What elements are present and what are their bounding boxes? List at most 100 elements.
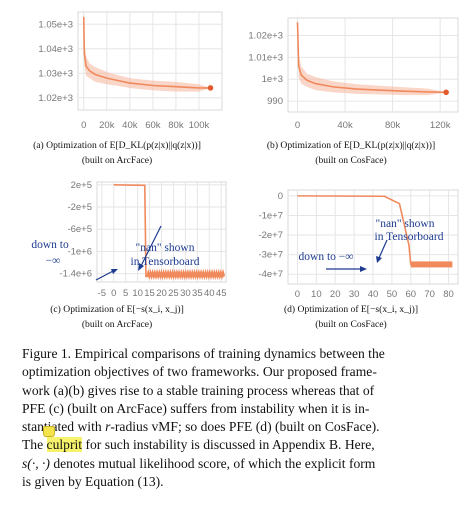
cursor-icon <box>42 426 55 438</box>
annotation-nan: "nan" shown <box>136 242 195 254</box>
y-tick-label: 1.05e+3 <box>38 19 73 30</box>
annotation-neg-inf: −∞ <box>46 255 61 267</box>
caption-math-s: s(·, ·) <box>22 455 50 471</box>
chart-c: 2e+5 -2e+5 -6e+5 -1e+6 -1.4e+6 -5 0 5 10 15 20 25 30… <box>31 180 227 299</box>
caption-line: work (a)(b) gives rise to a stable train… <box>22 382 375 398</box>
series-line <box>82 16 211 89</box>
y-tick-label: 990 <box>267 96 283 107</box>
x-tick-label: 70 <box>424 289 435 300</box>
x-tick-label: 50 <box>387 289 398 300</box>
x-tick-label: 100k <box>189 120 210 131</box>
caption-line: The culprit for such instability is disc… <box>22 426 448 454</box>
x-tick-label: 30 <box>349 289 360 300</box>
caption-a-main: (a) Optimization of E[D_KL(p(z|x)||q(z|x… <box>33 140 201 151</box>
chart-a: 1.05e+3 1.04e+3 1.03e+3 1.02e+3 0 20k 40k 60k 80… <box>38 2 223 131</box>
x-tick-label: 40k <box>337 120 353 131</box>
chart-d: 0 -1e+7 -2e+7 -3e+7 -4e+7 0 10 20 30 40 50 60 70 80 "n… <box>258 189 459 300</box>
caption-c-sub: (built on ArcFace) <box>81 319 153 330</box>
panel-d: 0 -1e+7 -2e+7 -3e+7 -4e+7 0 10 20 30 40 50 60 70 80 "n… <box>233 172 468 310</box>
annotation-down-to: down to <box>31 239 69 251</box>
divergent-segment <box>146 268 226 281</box>
y-tick-label: 2e+5 <box>71 180 92 191</box>
caption-text: The <box>22 437 47 453</box>
y-tick-label: 1e+3 <box>262 74 283 85</box>
arrow-line <box>95 269 116 281</box>
x-tick-label: 25 <box>168 288 179 299</box>
caption-c: (c) Optimization of E[−s(x_i, x_j)] (bui… <box>2 302 232 332</box>
x-tick-label: 0 <box>81 120 86 131</box>
x-tick-label: 20 <box>156 288 167 299</box>
end-point-marker <box>443 89 449 96</box>
caption-line: s(·, ·) denotes mutual likelihood score,… <box>22 455 448 473</box>
x-tick-label: 80k <box>385 120 401 131</box>
x-tick-label: 30 <box>180 288 191 299</box>
x-tick-label: 45 <box>216 288 227 299</box>
x-tick-label: 40 <box>368 289 379 300</box>
text-cursor: culprit <box>42 426 83 454</box>
panel-c: 2e+5 -2e+5 -6e+5 -1e+6 -1.4e+6 -5 0 5 10 15 20 25 30… <box>0 172 235 310</box>
arrow-head-icon <box>138 263 144 271</box>
x-tick-label: 5 <box>123 288 128 299</box>
x-tick-label: 0 <box>111 288 116 299</box>
y-tick-label: -1e+7 <box>258 210 283 221</box>
x-tick-label: 20 <box>330 289 341 300</box>
panel-b: 1.02e+3 1.01e+3 1e+3 990 0 40k 80k 120k <box>233 0 468 140</box>
caption-line: optimization objectives of two framework… <box>22 364 377 380</box>
y-tick-label: -2e+7 <box>258 230 283 241</box>
x-tick-label: 60 <box>405 289 416 300</box>
caption-text: -radius vMF; so does PFE (d) (built on C… <box>110 419 380 435</box>
plot-area <box>287 17 459 113</box>
x-tick-label: 120k <box>430 120 451 131</box>
arrow-head-icon <box>376 256 382 263</box>
caption-d: (d) Optimization of E[−s(x_i, x_j)] (bui… <box>236 302 466 332</box>
annotation-tensorboard: in Tensorboard <box>375 231 444 243</box>
y-tick-label: -3e+7 <box>258 250 283 261</box>
x-tick-label: 35 <box>192 288 203 299</box>
x-tick-label: 0 <box>295 289 300 300</box>
arrow-head-icon <box>360 266 367 272</box>
caption-text: for such instability is discussed in App… <box>82 437 375 453</box>
y-tick-label: 1.04e+3 <box>38 44 73 55</box>
series-line <box>296 22 447 94</box>
caption-d-main: (d) Optimization of E[−s(x_i, x_j)] <box>283 304 419 315</box>
caption-text: stantiated with <box>22 419 106 435</box>
x-tick-label: 10 <box>132 288 143 299</box>
caption-line: PFE (c) (built on ArcFace) suffers from … <box>22 400 370 416</box>
x-tick-label: 0 <box>295 120 300 131</box>
plot-area <box>77 11 223 111</box>
y-tick-label: -4e+7 <box>258 269 283 280</box>
x-tick-label: 20k <box>99 120 115 131</box>
divergent-segment <box>410 261 453 268</box>
chart-b: 1.02e+3 1.01e+3 1e+3 990 0 40k 80k 120k <box>248 9 459 131</box>
x-tick-label: 40k <box>122 120 138 131</box>
end-point-marker <box>207 85 214 91</box>
arrow-line <box>139 225 162 269</box>
x-tick-label: -5 <box>98 288 106 299</box>
caption-a-sub: (built on ArcFace) <box>81 155 153 166</box>
caption-b-sub: (built on CosFace) <box>315 155 387 166</box>
annotation-down-to: down to −∞ <box>299 251 354 263</box>
arrow-line <box>378 239 388 259</box>
panel-a: 1.05e+3 1.04e+3 1.03e+3 1.02e+3 0 20k 40k 60k 80… <box>0 0 235 140</box>
caption-b: (b) Optimization of E[D_KL(p(z|x)||q(z|x… <box>236 138 466 168</box>
x-tick-label: 60k <box>145 120 161 131</box>
highlighted-word[interactable]: culprit <box>46 437 83 453</box>
y-tick-label: 1.02e+3 <box>38 93 73 104</box>
y-tick-label: -1.4e+6 <box>60 269 93 280</box>
caption-d-sub: (built on CosFace) <box>315 319 387 330</box>
x-tick-label: 10 <box>311 289 322 300</box>
caption-line: Figure 1. Empirical comparisons of train… <box>22 346 385 361</box>
y-tick-label: 1.03e+3 <box>38 68 73 79</box>
arrow-head-icon <box>111 269 118 274</box>
caption-line: is given by Equation (13). <box>22 474 164 490</box>
noise-band <box>297 9 447 96</box>
caption-b-main: (b) Optimization of E[D_KL(p(z|x)||q(z|x… <box>266 140 436 151</box>
y-tick-label: 1.02e+3 <box>248 30 283 41</box>
annotation-tensorboard: in Tensorboard <box>131 256 200 268</box>
y-tick-label: 1.01e+3 <box>248 52 283 63</box>
caption-c-main: (c) Optimization of E[−s(x_i, x_j)] <box>50 304 184 315</box>
x-tick-label: 80 <box>443 289 454 300</box>
y-tick-label: -1e+6 <box>67 246 92 257</box>
x-tick-label: 15 <box>144 288 155 299</box>
y-tick-label: -6e+5 <box>67 224 92 235</box>
